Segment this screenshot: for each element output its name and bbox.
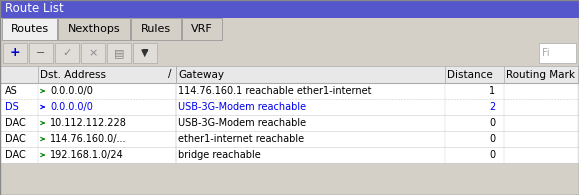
Text: USB-3G-Modem reachable: USB-3G-Modem reachable bbox=[178, 102, 306, 112]
Text: AS: AS bbox=[5, 86, 18, 96]
Bar bbox=[0, 66, 579, 83]
Bar bbox=[81, 43, 105, 63]
Bar bbox=[0, 0, 579, 18]
Text: Dst. Address: Dst. Address bbox=[40, 69, 106, 80]
Bar bbox=[133, 43, 157, 63]
Text: 0: 0 bbox=[489, 134, 495, 144]
Text: DAC: DAC bbox=[5, 150, 25, 160]
Text: VRF: VRF bbox=[191, 24, 213, 34]
Text: bridge reachable: bridge reachable bbox=[178, 150, 261, 160]
Text: ▬: ▬ bbox=[142, 46, 148, 52]
Text: 0.0.0.0/0: 0.0.0.0/0 bbox=[50, 102, 93, 112]
Text: Rules: Rules bbox=[141, 24, 171, 34]
Text: 114.76.160.1 reachable ether1-internet: 114.76.160.1 reachable ether1-internet bbox=[178, 86, 372, 96]
Text: 0.0.0.0/0: 0.0.0.0/0 bbox=[50, 86, 93, 96]
Text: 114.76.160.0/...: 114.76.160.0/... bbox=[50, 134, 126, 144]
Text: DAC: DAC bbox=[5, 134, 25, 144]
Text: Fi: Fi bbox=[542, 48, 549, 58]
Text: ether1-internet reachable: ether1-internet reachable bbox=[178, 134, 304, 144]
Text: ▤: ▤ bbox=[113, 48, 124, 58]
Bar bbox=[0, 99, 579, 115]
Bar bbox=[0, 18, 579, 40]
Text: 192.168.1.0/24: 192.168.1.0/24 bbox=[50, 150, 124, 160]
Text: 10.112.112.228: 10.112.112.228 bbox=[50, 118, 127, 128]
Bar bbox=[0, 147, 579, 163]
Text: DS: DS bbox=[5, 102, 19, 112]
Text: 1: 1 bbox=[489, 86, 495, 96]
Bar bbox=[58, 18, 130, 40]
Text: ✓: ✓ bbox=[63, 48, 72, 58]
Text: /: / bbox=[168, 69, 171, 80]
Text: Distance: Distance bbox=[447, 69, 493, 80]
Text: ×: × bbox=[89, 48, 98, 58]
Text: Routes: Routes bbox=[10, 24, 49, 34]
Bar bbox=[131, 18, 181, 40]
Text: −: − bbox=[36, 48, 46, 58]
Text: 2: 2 bbox=[489, 102, 495, 112]
Bar bbox=[29, 43, 53, 63]
Bar bbox=[0, 115, 579, 131]
Bar bbox=[539, 43, 576, 63]
Text: ▼: ▼ bbox=[141, 48, 149, 58]
Text: Routing Mark: Routing Mark bbox=[506, 69, 575, 80]
Text: Route List: Route List bbox=[5, 3, 64, 15]
Bar bbox=[182, 18, 222, 40]
Bar bbox=[0, 131, 579, 147]
Bar bbox=[0, 40, 579, 66]
Bar bbox=[0, 83, 579, 99]
Text: USB-3G-Modem reachable: USB-3G-Modem reachable bbox=[178, 118, 306, 128]
Text: DAC: DAC bbox=[5, 118, 25, 128]
Text: Gateway: Gateway bbox=[178, 69, 224, 80]
Text: Nexthops: Nexthops bbox=[68, 24, 120, 34]
Text: 0: 0 bbox=[489, 118, 495, 128]
Bar bbox=[107, 43, 131, 63]
Text: 0: 0 bbox=[489, 150, 495, 160]
Bar bbox=[55, 43, 79, 63]
Bar bbox=[3, 43, 27, 63]
Text: +: + bbox=[10, 46, 20, 59]
Bar bbox=[2, 18, 57, 40]
